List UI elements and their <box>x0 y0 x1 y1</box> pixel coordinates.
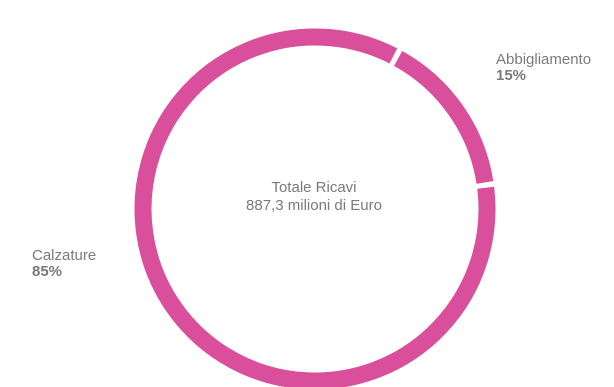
center-label-value: 887,3 milioni di Euro <box>246 197 382 214</box>
donut-slices <box>134 28 496 387</box>
slice-pct-calzature: 85% <box>32 263 63 280</box>
slice-pct-abbigliamento: 15% <box>496 67 527 84</box>
slice-label-abbigliamento: Abbigliamento 15% <box>496 52 591 84</box>
donut-center-label: Totale Ricavi 887,3 milioni di Euro <box>214 179 414 215</box>
slice-name-abbigliamento: Abbigliamento <box>496 51 592 68</box>
donut-slice-calzature <box>134 28 496 387</box>
slice-label-calzature: Calzature 85% <box>32 248 96 280</box>
center-label-title: Totale Ricavi <box>271 179 357 196</box>
slice-name-calzature: Calzature <box>32 247 97 264</box>
donut-slice-abbigliamento <box>393 50 494 184</box>
